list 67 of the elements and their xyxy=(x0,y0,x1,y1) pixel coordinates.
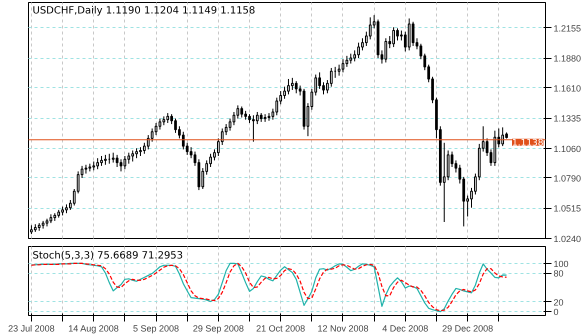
x-tick-label: 29 Sep 2008 xyxy=(192,324,244,334)
candlestick xyxy=(342,58,344,73)
ref-line-label: 1.1138 xyxy=(512,138,544,149)
candlestick xyxy=(124,155,126,170)
x-tick-label: 14 Aug 2008 xyxy=(68,324,119,334)
candlestick xyxy=(294,80,298,94)
candlestick xyxy=(150,128,154,142)
candlestick xyxy=(142,142,146,154)
candlestick xyxy=(256,111,259,125)
y-tick-label: 1.0790 xyxy=(554,173,582,184)
candlestick xyxy=(318,72,321,90)
candlestick xyxy=(104,154,107,166)
annotation: Stoch(5,3,3) 75.6689 71.2953 xyxy=(32,250,184,262)
y-tick-label: 1.1335 xyxy=(554,114,582,124)
x-tick-label: 4 Dec 2008 xyxy=(382,324,428,334)
y-tick-label: 1.0515 xyxy=(554,204,582,214)
y-tick-label: 1.0240 xyxy=(554,234,582,244)
candlestick xyxy=(412,21,414,46)
x-tick-label: 12 Nov 2008 xyxy=(317,324,369,334)
candlestick xyxy=(396,28,399,41)
candlestick xyxy=(135,148,138,159)
candlestick xyxy=(131,150,134,162)
candlestick xyxy=(236,104,240,120)
candlestick xyxy=(322,82,325,95)
candlestick xyxy=(290,77,294,90)
y-tick-label: 100 xyxy=(554,258,569,269)
candlestick xyxy=(349,53,352,64)
candlestick xyxy=(96,158,100,170)
candlestick xyxy=(275,97,278,116)
candlestick xyxy=(446,150,450,181)
y-tick-label: 80 xyxy=(554,268,564,279)
candlestick xyxy=(127,152,130,164)
candlestick xyxy=(158,118,162,130)
y-tick-label: 1.2155 xyxy=(554,23,582,34)
y-tick-label: 1.1060 xyxy=(554,144,582,154)
x-tick-label: 21 Oct 2008 xyxy=(256,324,306,334)
candlestick xyxy=(287,78,290,95)
candlestick xyxy=(232,111,236,126)
y-tick-label: 20 xyxy=(554,297,564,308)
candlestick xyxy=(166,112,170,124)
candlestick xyxy=(154,122,158,136)
y-tick-label: 1.1610 xyxy=(554,83,582,94)
candlestick xyxy=(392,26,395,48)
candlestick xyxy=(190,146,192,159)
y-tick-label: 1.1880 xyxy=(554,54,582,64)
candlestick xyxy=(357,42,360,59)
candlestick xyxy=(120,158,122,172)
chart-title: USDCHF,Daily 1.1190 1.1204 1.1149 1.1158 xyxy=(32,6,256,16)
candlestick xyxy=(100,155,103,166)
y-tick-label: 0 xyxy=(554,307,559,318)
x-tick-label: 5 Sep 2008 xyxy=(133,324,180,334)
candlestick xyxy=(384,38,388,63)
candlestick xyxy=(353,50,356,62)
candlestick xyxy=(112,152,115,164)
candlestick xyxy=(116,154,118,168)
candlestick xyxy=(174,118,177,134)
x-tick-label: 23 Jul 2008 xyxy=(8,324,55,334)
candlestick xyxy=(283,86,286,100)
x-tick-label: 29 Dec 2008 xyxy=(442,324,494,334)
candlestick xyxy=(338,64,340,76)
candlestick xyxy=(408,18,411,51)
candlestick xyxy=(368,16,372,40)
candlestick xyxy=(240,106,244,118)
candlestick xyxy=(252,114,255,142)
candlestick xyxy=(228,118,232,132)
candlestick xyxy=(346,55,348,68)
candlestick xyxy=(330,67,333,88)
